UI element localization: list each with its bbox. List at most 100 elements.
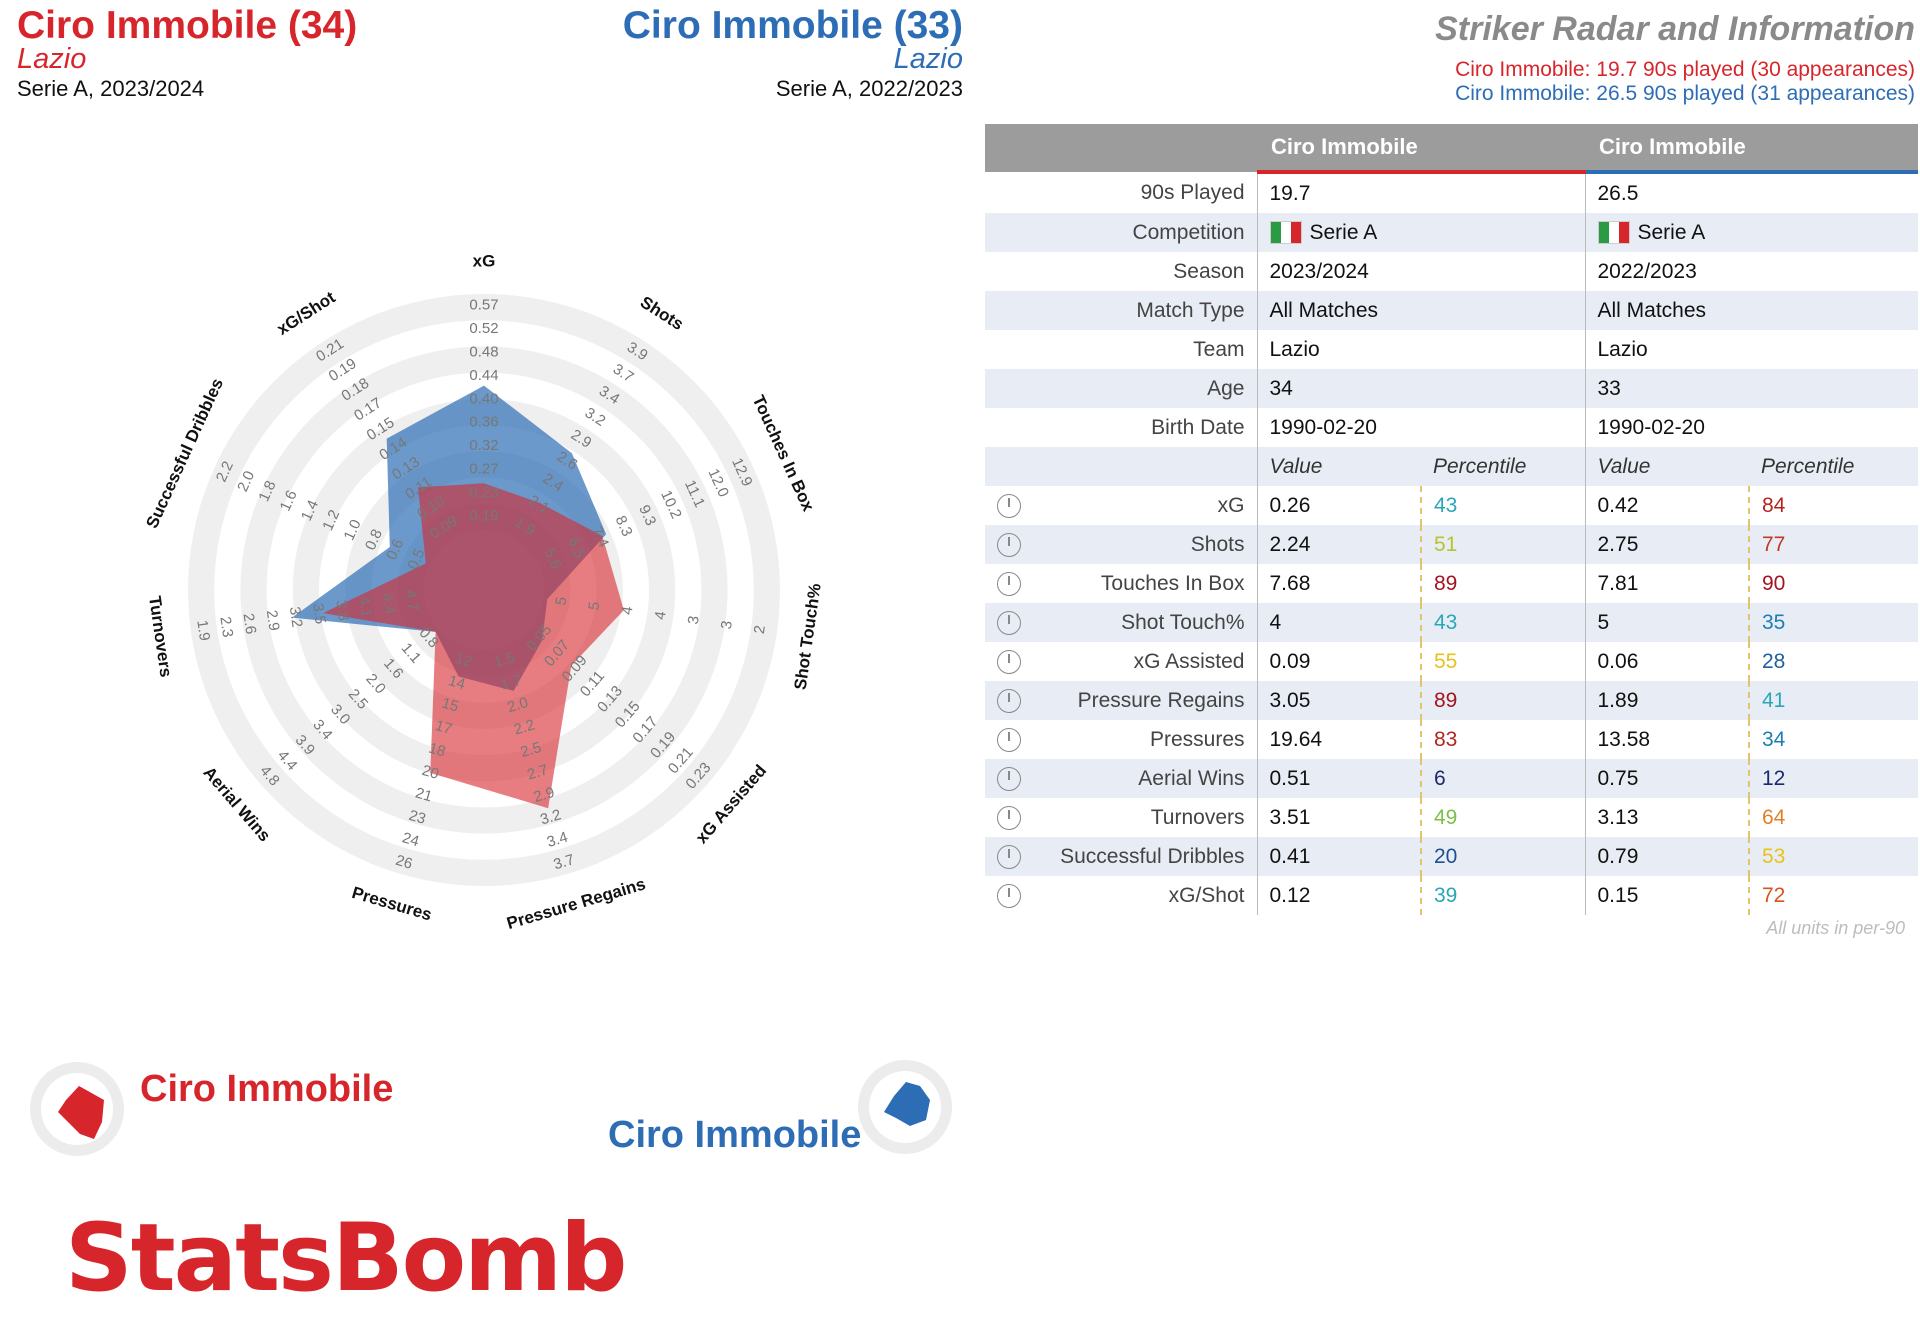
player1-name: Ciro Immobile (34) — [17, 4, 358, 47]
player2-value-text: 0.75 — [1597, 766, 1639, 790]
player1-competition: Serie A, 2023/2024 — [17, 76, 205, 101]
player1-value-text: 2.24 — [1269, 532, 1311, 556]
player2-value-text: 0.15 — [1597, 883, 1639, 907]
row-label: Team — [985, 330, 1257, 369]
metric-label-text: Shots — [1190, 532, 1245, 556]
player2-value-text: 5 — [1597, 610, 1610, 634]
player2-info-text: 26.5 — [1597, 181, 1639, 205]
player2-percentile-text: 34 — [1762, 727, 1786, 751]
radar-tick-label: 4.1 — [355, 596, 375, 619]
player1-percentile: 43 — [1421, 486, 1585, 525]
player2-percentile-text: 35 — [1762, 610, 1786, 634]
player2-info: 26.5 — [1584, 172, 1918, 213]
radar-tick-label: 4 — [619, 605, 637, 616]
player2-value: 1.89 — [1584, 681, 1750, 720]
radar-axis-label: xG/Shot — [274, 287, 339, 338]
radar-tick-label: 20 — [420, 762, 441, 783]
metric-label: Touches In Box — [985, 564, 1257, 603]
player2-summary: Ciro Immobile: 26.5 90s played (31 appea… — [1455, 82, 1915, 105]
player2-percentile: 90 — [1749, 564, 1918, 603]
gauge-icon — [997, 532, 1021, 557]
player1-value: 19.64 — [1256, 720, 1422, 759]
player2-info-text: 1990-02-20 — [1597, 415, 1705, 439]
player2-value-text: 1.89 — [1597, 688, 1639, 712]
table-row: Aerial Wins 0.51 6 0.75 12 — [985, 759, 1918, 798]
row-label: Match Type — [985, 291, 1257, 330]
radar-tick-label: 3.4 — [545, 829, 570, 851]
subhead-blank — [985, 447, 1257, 486]
metric-label-text: Pressure Regains — [1077, 688, 1245, 712]
table-row: xG/Shot 0.12 39 0.15 72 — [985, 876, 1918, 915]
player1-value: 0.51 — [1256, 759, 1422, 798]
metric-label: Successful Dribbles — [985, 837, 1257, 876]
statsbomb-logo: StatsBomb — [65, 1204, 627, 1313]
player1-info: All Matches — [1256, 291, 1585, 330]
radar-tick-label: 24 — [400, 829, 421, 850]
player1-value-text: 0.51 — [1269, 766, 1311, 790]
player1-value: 4 — [1256, 603, 1422, 642]
table-header-player1: Ciro Immobile — [1257, 124, 1585, 174]
radar-title: Striker Radar and Information — [1435, 10, 1915, 48]
player1-info: 1990-02-20 — [1256, 408, 1585, 447]
gauge-icon — [997, 571, 1021, 596]
player2-percentile-text: 72 — [1762, 883, 1786, 907]
player2-team: Lazio — [893, 43, 963, 75]
player1-info-text: 1990-02-20 — [1269, 415, 1377, 439]
player2-percentile: 64 — [1749, 798, 1918, 837]
player2-percentile-text: 53 — [1762, 844, 1786, 868]
radar-tick-label: 1.7 — [499, 672, 524, 694]
player2-value-text: 13.58 — [1597, 727, 1651, 751]
player1-percentile-text: 49 — [1434, 805, 1458, 829]
row-label: Age — [985, 369, 1257, 408]
table-header-blank — [985, 124, 1257, 172]
player1-percentile: 43 — [1421, 603, 1585, 642]
subhead-percentile-1-text: Percentile — [1433, 454, 1527, 478]
player1-percentile-text: 55 — [1434, 649, 1458, 673]
table-subheader: Value Percentile Value Percentile — [985, 447, 1918, 486]
player2-percentile-text: 28 — [1762, 649, 1786, 673]
player2-value-text: 0.79 — [1597, 844, 1639, 868]
player1-value: 7.68 — [1256, 564, 1422, 603]
player1-value: 0.12 — [1256, 876, 1422, 915]
table-row: Shots 2.24 51 2.75 77 — [985, 525, 1918, 564]
player2-info: 2022/2023 — [1584, 252, 1918, 291]
player2-info: Serie A — [1584, 213, 1918, 252]
radar-tick-label: 3 — [685, 615, 703, 626]
player2-percentile-text: 41 — [1762, 688, 1786, 712]
radar-tick-label: 21 — [413, 784, 434, 805]
player2-percentile-text: 84 — [1762, 493, 1786, 517]
player1-info: 2023/2024 — [1256, 252, 1585, 291]
player2-info: All Matches — [1584, 291, 1918, 330]
radar-tick-label: 18 — [427, 739, 448, 760]
player1-percentile-text: 51 — [1434, 532, 1458, 556]
player2-value-text: 7.81 — [1597, 571, 1639, 595]
player2-value-text: 0.42 — [1597, 493, 1639, 517]
table-header-row: Ciro Immobile Ciro Immobile — [985, 124, 1918, 174]
player1-info: 19.7 — [1256, 172, 1585, 213]
row-label-text: Season — [1173, 259, 1245, 283]
player2-value: 0.79 — [1584, 837, 1750, 876]
row-label-text: 90s Played — [1140, 180, 1245, 204]
radar-tick-label: 23 — [407, 807, 428, 828]
player1-value: 0.41 — [1256, 837, 1422, 876]
player1-radar-icon — [30, 1062, 124, 1156]
table-row: xG Assisted 0.09 55 0.06 28 — [985, 642, 1918, 681]
series-player1-area — [323, 483, 624, 809]
player2-info: 33 — [1584, 369, 1918, 408]
radar-tick-label: 12 — [453, 650, 474, 671]
table-row: Touches In Box 7.68 89 7.81 90 — [985, 564, 1918, 603]
player2-radar-thumb — [869, 1071, 941, 1143]
player2-info-text: Serie A — [1637, 220, 1706, 244]
player2-info: 1990-02-20 — [1584, 408, 1918, 447]
player1-value-text: 3.05 — [1269, 688, 1311, 712]
metric-label-text: Pressures — [1149, 727, 1245, 751]
player1-value-text: 0.09 — [1269, 649, 1311, 673]
table-row: 90s Played 19.7 26.5 — [985, 172, 1918, 213]
radar-chart: 0.19 0.23 0.27 0.32 0.36 0.40 0.44 0.48 0.52 0.57… — [142, 251, 824, 933]
table-row: Pressure Regains 3.05 89 1.89 41 — [985, 681, 1918, 720]
player2-info: Lazio — [1584, 330, 1918, 369]
player2-value: 2.75 — [1584, 525, 1750, 564]
info-table: Ciro Immobile Ciro Immobile 90s Played 19… — [985, 124, 1918, 915]
player2-percentile-text: 64 — [1762, 805, 1786, 829]
radar-tick-label: 2 — [751, 624, 769, 635]
